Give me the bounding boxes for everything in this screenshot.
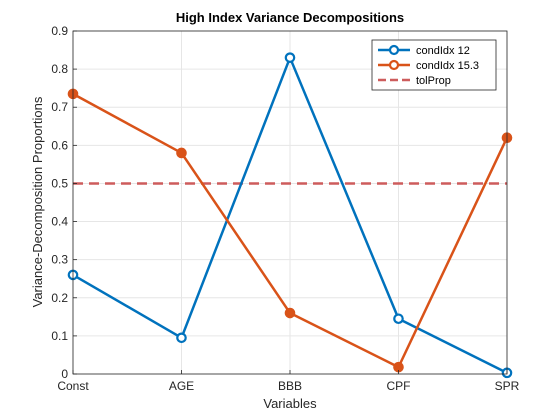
- data-point-0: [176, 332, 187, 344]
- x-axis-label: Variables: [263, 396, 317, 411]
- y-tick-label: 0.9: [51, 24, 68, 38]
- legend-marker: [388, 59, 400, 71]
- x-ticks: Const AGE BBB CPF SPR: [57, 370, 520, 393]
- legend: condIdx 12 condIdx 15.3 tolProp: [371, 39, 497, 91]
- data-point-1: [284, 307, 296, 319]
- x-tick-label: AGE: [169, 379, 194, 393]
- y-tick-label: 0.7: [51, 100, 68, 114]
- data-point-0: [284, 52, 296, 63]
- y-tick-label: 0.8: [51, 62, 68, 76]
- x-tick-label: BBB: [278, 379, 302, 393]
- y-tick-label: 0.4: [51, 215, 68, 229]
- y-tick-label: 0.5: [51, 176, 68, 190]
- x-tick-label: CPF: [387, 379, 411, 393]
- legend-label: condIdx 12: [416, 45, 470, 57]
- y-tick-label: 0: [61, 367, 68, 381]
- legend-marker: [388, 44, 400, 56]
- y-axis-label: Variance-Decomposition Proportions: [30, 96, 45, 307]
- x-tick-label: SPR: [495, 379, 520, 393]
- legend-label: condIdx 15.3: [416, 60, 479, 72]
- y-tick-label: 0.2: [51, 291, 68, 305]
- chart-title: High Index Variance Decompositions: [176, 10, 404, 25]
- legend-label: tolProp: [416, 75, 451, 87]
- y-ticks: 0 0.1 0.2 0.3 0.4 0.5 0.6 0.7 0.8 0.9: [51, 24, 77, 381]
- y-tick-label: 0.3: [51, 253, 68, 267]
- x-tick-label: Const: [57, 379, 89, 393]
- data-point-1: [176, 147, 187, 159]
- data-point-0: [393, 313, 404, 325]
- y-tick-label: 0.6: [51, 138, 68, 152]
- y-tick-label: 0.1: [51, 329, 68, 343]
